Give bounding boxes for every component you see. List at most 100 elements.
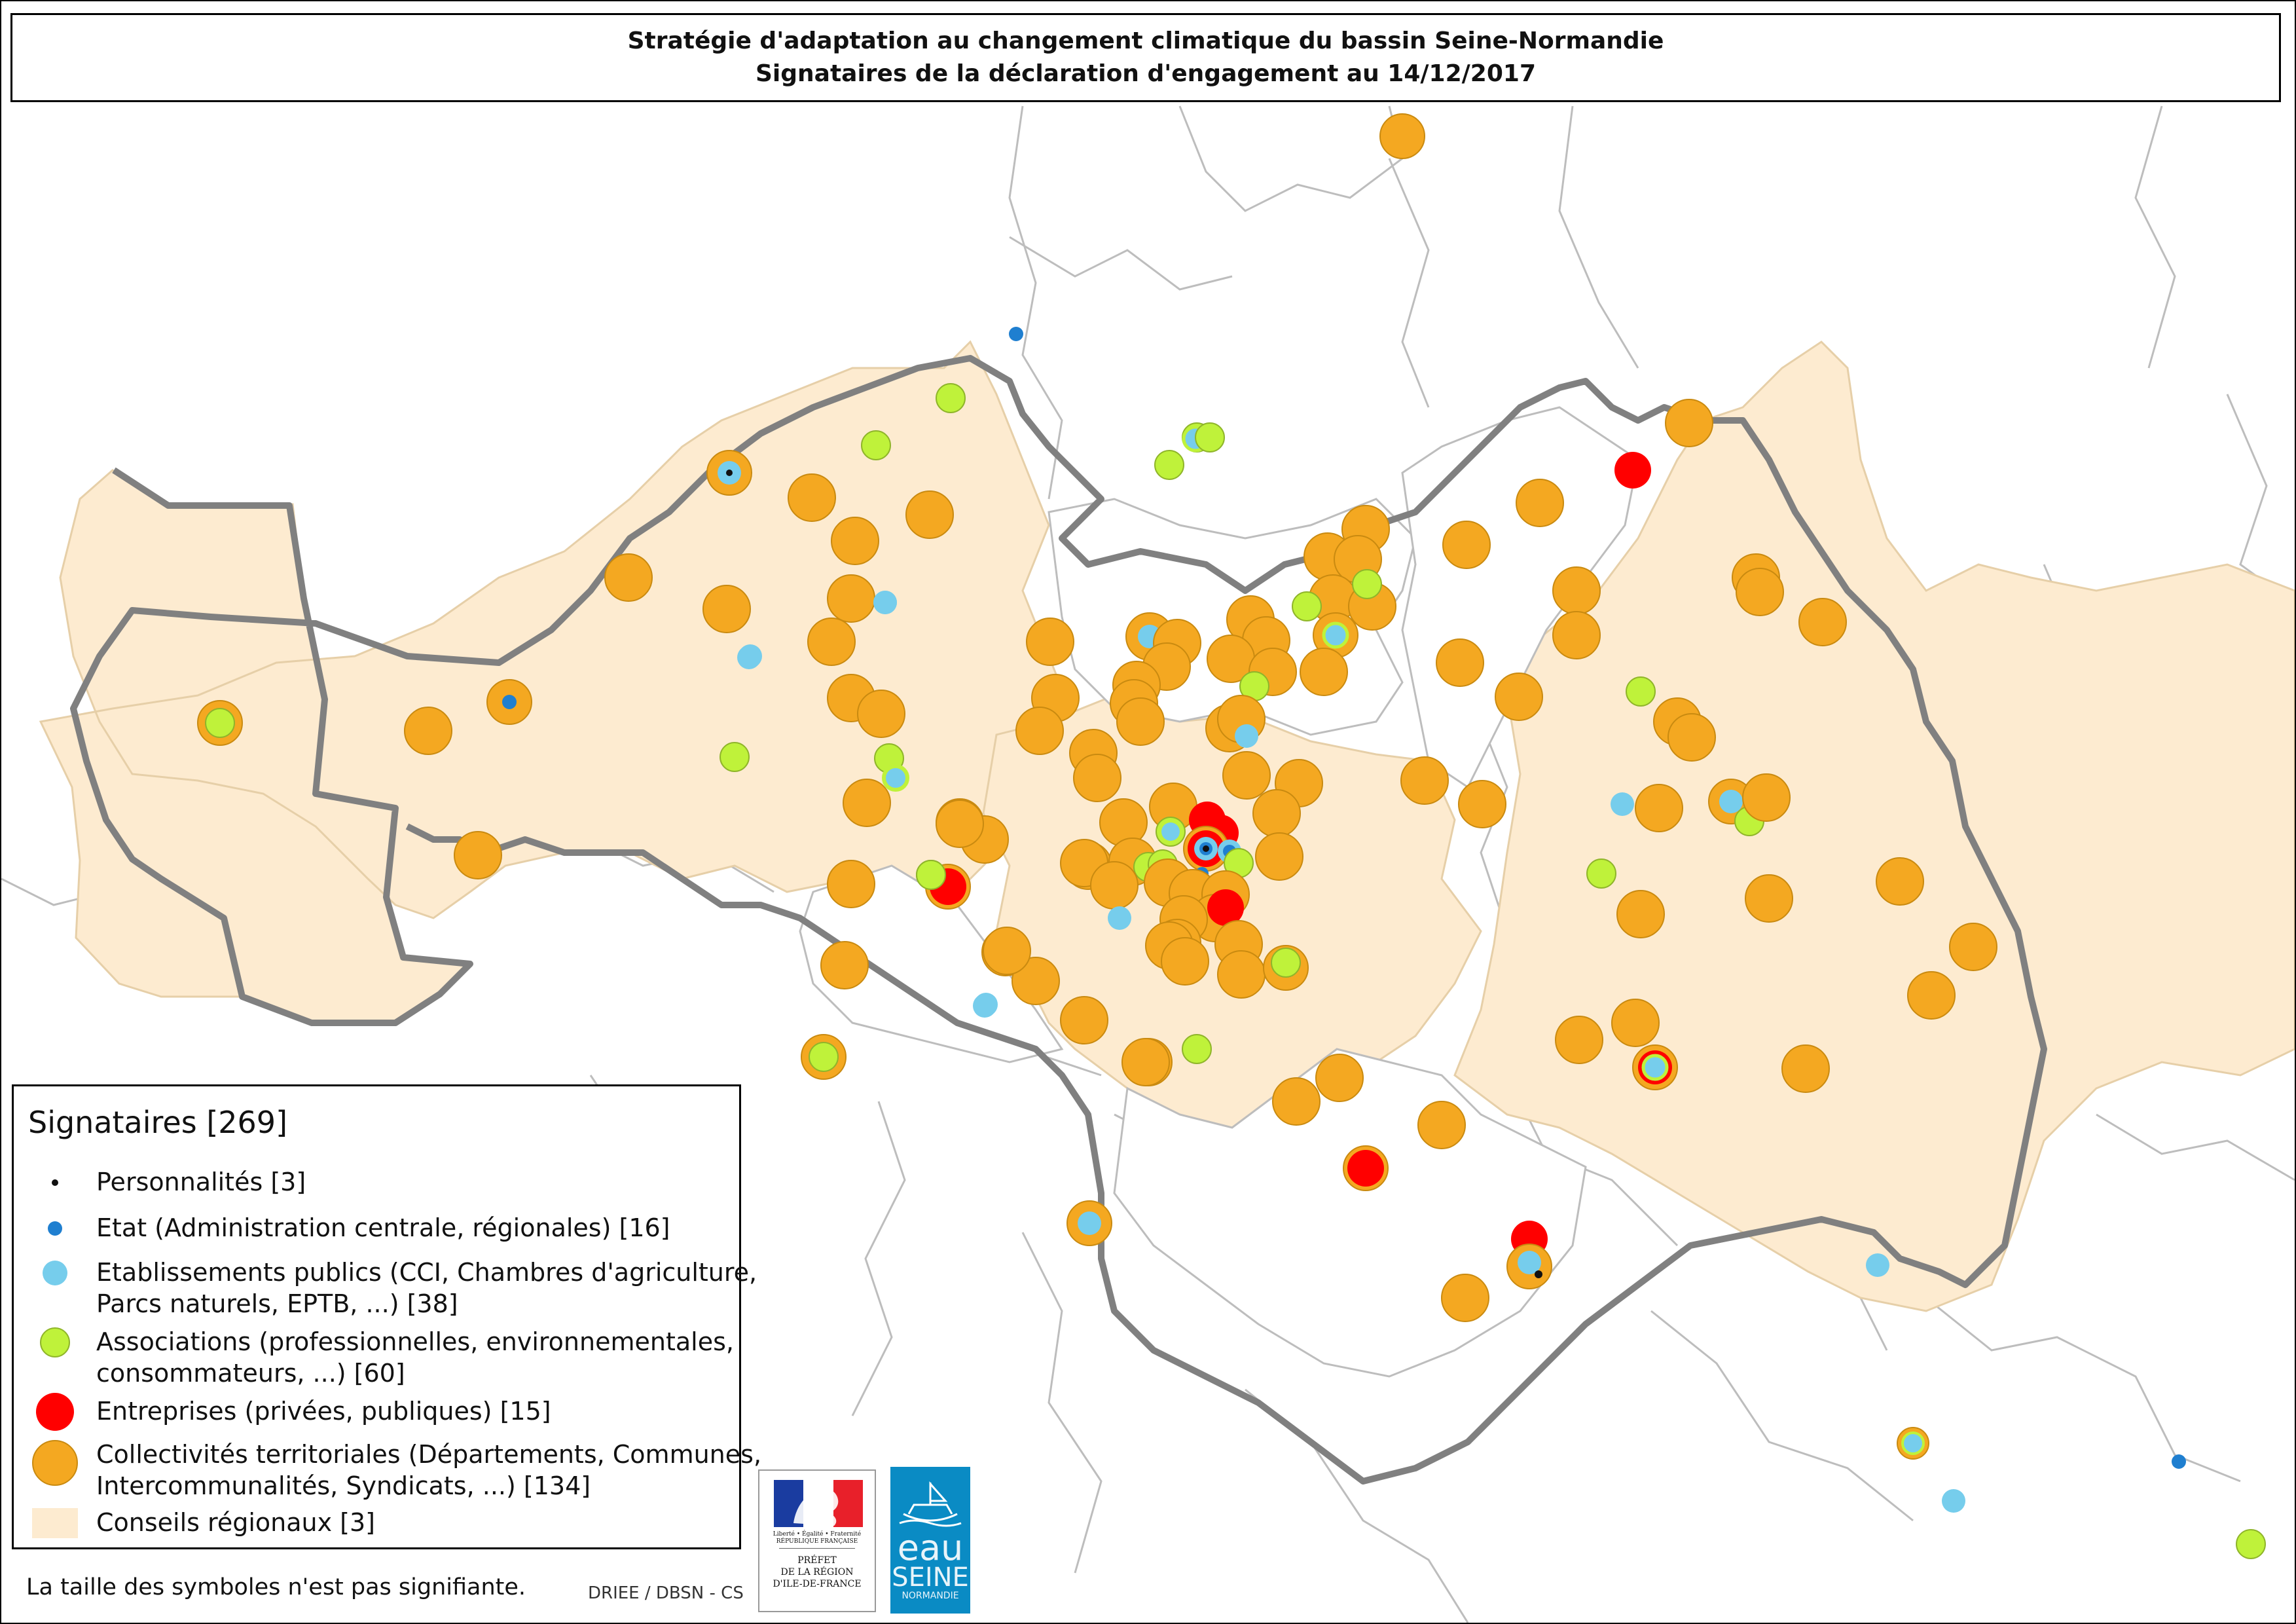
association-symbol[interactable] — [1352, 569, 1382, 599]
collectivite-symbol[interactable] — [1552, 611, 1601, 659]
collectivite-symbol[interactable] — [1458, 780, 1506, 828]
collectivite-symbol[interactable] — [1379, 113, 1425, 159]
collectivite-symbol[interactable] — [1745, 874, 1793, 923]
collectivite-symbol[interactable] — [1495, 673, 1543, 721]
association-symbol[interactable] — [861, 430, 891, 460]
collectivite-symbol[interactable] — [1073, 754, 1121, 802]
etablissement-symbol[interactable] — [1719, 790, 1743, 813]
collectivite-symbol[interactable] — [1222, 751, 1271, 800]
personnalite-symbol[interactable] — [1203, 845, 1209, 852]
association-symbol[interactable] — [1626, 676, 1656, 707]
marianne-icon — [774, 1480, 863, 1527]
collectivite-symbol[interactable] — [1217, 950, 1266, 999]
personnalite-symbol[interactable] — [726, 470, 733, 476]
collectivite-symbol[interactable] — [1300, 648, 1348, 696]
collectivite-symbol[interactable] — [983, 927, 1031, 975]
collectivite-symbol[interactable] — [807, 618, 856, 666]
collectivite-symbol[interactable] — [1116, 697, 1165, 746]
collectivite-symbol[interactable] — [1516, 479, 1564, 527]
etablissement-symbol[interactable] — [1322, 621, 1349, 649]
etablissement-symbol[interactable] — [1611, 792, 1634, 816]
collectivite-symbol[interactable] — [1272, 1077, 1321, 1126]
etablissement-symbol[interactable] — [1942, 1489, 1965, 1513]
etat-symbol[interactable] — [502, 695, 517, 709]
etablissement-symbol[interactable] — [973, 994, 996, 1018]
etablissement-symbol[interactable] — [1108, 906, 1131, 930]
association-symbol[interactable] — [936, 383, 966, 413]
collectivite-symbol[interactable] — [1011, 957, 1060, 1005]
etablissement-symbol[interactable] — [1161, 822, 1180, 841]
etablissement-symbol[interactable] — [1901, 1431, 1925, 1455]
collectivite-symbol[interactable] — [1876, 857, 1924, 906]
collectivite-symbol[interactable] — [820, 941, 869, 989]
etablissement-symbol[interactable] — [873, 591, 897, 614]
entreprise-symbol[interactable] — [1347, 1150, 1384, 1187]
collectivite-symbol[interactable] — [604, 553, 653, 602]
etablissement-symbol[interactable] — [1235, 724, 1258, 748]
collectivite-symbol[interactable] — [1736, 568, 1784, 616]
collectivite-symbol[interactable] — [1798, 598, 1847, 646]
association-symbol[interactable] — [809, 1042, 839, 1072]
collectivite-symbol[interactable] — [1161, 937, 1209, 986]
collectivite-symbol[interactable] — [1400, 756, 1449, 805]
collectivite-symbol[interactable] — [1611, 999, 1660, 1047]
association-symbol[interactable] — [1195, 422, 1225, 452]
collectivite-symbol[interactable] — [1436, 638, 1484, 687]
etablissement-symbol[interactable] — [1641, 1054, 1669, 1081]
etablissement-symbol[interactable] — [1078, 1211, 1101, 1235]
association-symbol[interactable] — [1271, 948, 1301, 978]
etat-symbol[interactable] — [2172, 1454, 2186, 1469]
association-symbol[interactable] — [720, 742, 750, 772]
prefet-logo: Liberté • Égalité • Fraternité RÉPUBLIQU… — [758, 1469, 876, 1612]
collectivite-symbol[interactable] — [1907, 971, 1956, 1020]
entreprise-symbol[interactable] — [1207, 889, 1244, 926]
collectivite-symbol[interactable] — [1665, 399, 1713, 447]
association-symbol[interactable] — [205, 708, 235, 738]
collectivite-symbol[interactable] — [788, 473, 836, 522]
collectivite-symbol[interactable] — [831, 517, 879, 565]
personnalite-symbol[interactable] — [1535, 1270, 1542, 1278]
collectivite-symbol[interactable] — [827, 574, 875, 623]
collectivite-symbol[interactable] — [1441, 1274, 1489, 1322]
collectivite-symbol[interactable] — [1121, 1038, 1170, 1086]
collectivite-symbol[interactable] — [404, 707, 452, 755]
collectivite-symbol[interactable] — [1949, 923, 1997, 971]
etablissement-symbol[interactable] — [882, 764, 909, 792]
collectivite-symbol[interactable] — [1616, 890, 1665, 938]
collectivite-symbol[interactable] — [1026, 618, 1074, 666]
etat-symbol[interactable] — [1009, 327, 1023, 341]
collectivite-symbol[interactable] — [1417, 1101, 1466, 1149]
collectivite-symbol[interactable] — [1315, 1054, 1364, 1102]
association-symbol[interactable] — [2236, 1529, 2266, 1559]
collectivite-symbol[interactable] — [1090, 861, 1139, 910]
association-symbol[interactable] — [1292, 591, 1322, 621]
collectivite-symbol[interactable] — [702, 585, 751, 633]
collectivite-symbol[interactable] — [936, 800, 984, 848]
collectivite-symbol[interactable] — [857, 690, 905, 738]
collectivite-symbol[interactable] — [1781, 1044, 1830, 1093]
collectivite-symbol[interactable] — [1555, 1016, 1603, 1064]
collectivite-symbol[interactable] — [843, 779, 891, 827]
etablissement-symbol[interactable] — [1866, 1253, 1889, 1277]
collectivite-symbol[interactable] — [1742, 773, 1791, 822]
collectivite-symbol[interactable] — [1442, 521, 1491, 569]
entreprise-symbol[interactable] — [1614, 452, 1651, 489]
collectivite-symbol[interactable] — [1635, 784, 1683, 832]
collectivite-symbol[interactable] — [1255, 832, 1303, 881]
collectivite-symbol[interactable] — [1552, 566, 1601, 615]
association-symbol[interactable] — [916, 860, 946, 890]
collectivite-symbol[interactable] — [1252, 789, 1301, 838]
association-symbol[interactable] — [1586, 858, 1616, 889]
association-symbol[interactable] — [1182, 1034, 1212, 1064]
collectivite-symbol[interactable] — [905, 490, 954, 539]
collectivite-symbol[interactable] — [1060, 996, 1108, 1044]
collectivite-symbol[interactable] — [827, 860, 875, 908]
collectivite-symbol[interactable] — [1667, 713, 1716, 762]
collectivite-symbol[interactable] — [1015, 707, 1064, 755]
etablissement-symbol[interactable] — [1518, 1251, 1541, 1274]
boat-icon — [899, 1481, 962, 1527]
collectivite-symbol[interactable] — [454, 831, 502, 879]
association-symbol[interactable] — [1154, 450, 1184, 480]
etablissement-symbol[interactable] — [738, 644, 762, 668]
